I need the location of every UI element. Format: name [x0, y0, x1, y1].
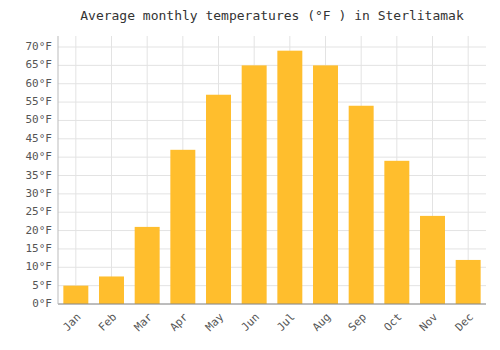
y-grid-line: [58, 47, 486, 48]
y-tick-label: 60°F: [26, 77, 53, 90]
y-tick-label: 50°F: [26, 113, 53, 126]
x-tick-label: Apr: [167, 310, 191, 334]
bar: [206, 95, 231, 304]
chart-container: 0°F 5°F 10°F 15°F 20°F 25°F 30°F 35°F 40°F 45°F 50…: [0, 0, 500, 350]
y-grid-line: [58, 304, 486, 305]
y-grid-line: [58, 102, 486, 103]
y-grid-line: [58, 138, 486, 139]
bar: [420, 216, 445, 304]
x-tick-label: Dec: [453, 311, 476, 334]
bar: [242, 65, 267, 304]
x-grid-line: [75, 36, 76, 304]
page: {"chart_data": {"type": "bar", "title": …: [0, 0, 500, 350]
y-grid-line: [58, 83, 486, 84]
y-grid-line: [58, 65, 486, 66]
bar: [384, 161, 409, 304]
y-tick-label: 0°F: [32, 297, 52, 310]
x-axis-line: [58, 304, 486, 305]
x-tick-label: May: [203, 310, 227, 334]
y-tick-label: 30°F: [26, 187, 53, 200]
x-tick-label: Aug: [310, 311, 333, 334]
y-tick-label: 45°F: [26, 132, 53, 145]
y-tick-label: 20°F: [26, 224, 53, 237]
y-tick-label: 5°F: [32, 279, 52, 292]
bars: [63, 51, 480, 304]
x-tick-label: Feb: [96, 311, 119, 334]
y-tick-label: 25°F: [26, 205, 53, 218]
y-tick-label: 55°F: [26, 95, 53, 108]
y-tick-label: 35°F: [26, 169, 53, 182]
y-grid-line: [58, 120, 486, 121]
chart-svg: 0°F 5°F 10°F 15°F 20°F 25°F 30°F 35°F 40°F 45°F 50…: [0, 0, 500, 350]
y-grid-line: [58, 212, 486, 213]
y-grid-line: [58, 175, 486, 176]
bar: [349, 106, 374, 304]
x-tick-label: Jul: [274, 311, 297, 334]
x-tick-label: Oct: [381, 311, 404, 334]
y-tick-label: 40°F: [26, 150, 53, 163]
x-grid-line: [111, 36, 112, 304]
x-tick-label: Mar: [132, 310, 156, 334]
y-tick-label: 65°F: [26, 58, 53, 71]
grid: [58, 36, 486, 304]
bar: [456, 260, 481, 304]
y-grid-line: [58, 157, 486, 158]
bar: [170, 150, 195, 304]
y-tick-label: 10°F: [26, 260, 53, 273]
y-axis-line: [58, 36, 59, 304]
y-tick-label: 15°F: [26, 242, 53, 255]
bar: [313, 65, 338, 304]
bar: [135, 227, 160, 304]
bar: [63, 286, 88, 304]
y-grid-line: [58, 193, 486, 194]
x-tick-label: Jun: [239, 311, 262, 334]
background: [0, 0, 500, 350]
bar: [99, 276, 124, 304]
x-tick-label: Nov: [417, 310, 441, 334]
x-tick-label: Jan: [60, 311, 83, 334]
y-tick-label: 70°F: [26, 40, 53, 53]
axes: 0°F 5°F 10°F 15°F 20°F 25°F 30°F 35°F 40°F 45°F 50…: [26, 40, 476, 334]
title: Average monthly temperatures (°F ) in St…: [80, 8, 464, 23]
x-tick-label: Sep: [346, 311, 369, 334]
bar: [277, 51, 302, 304]
